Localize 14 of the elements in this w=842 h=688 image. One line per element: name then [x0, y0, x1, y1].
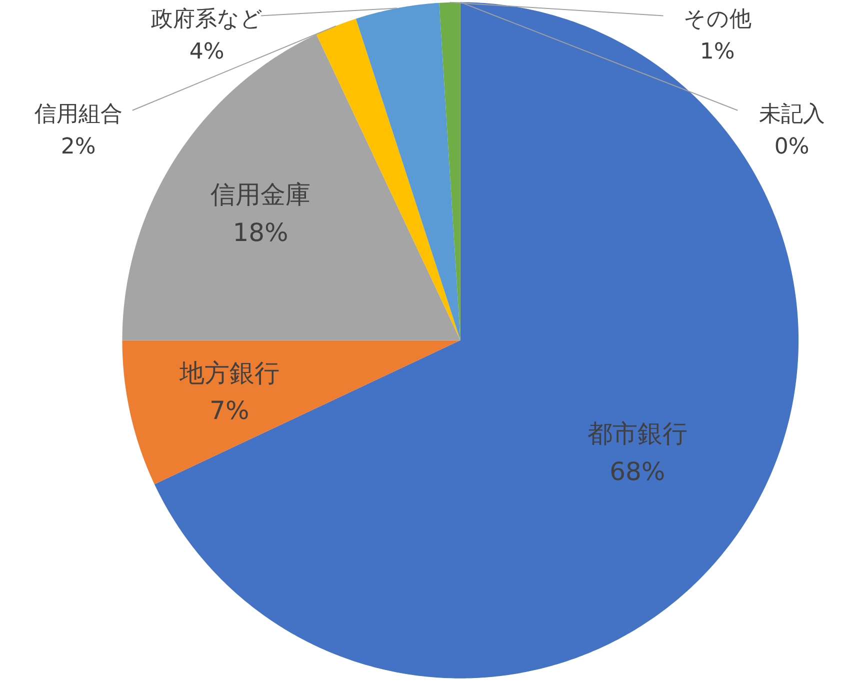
slice-label: 政府系など — [150, 7, 263, 32]
text: 0% — [774, 134, 810, 160]
slice-label: 都市銀行 — [587, 419, 688, 448]
data-label: 68% — [610, 456, 666, 486]
slice-label: その他 — [683, 7, 752, 32]
data-label: 1% — [700, 40, 735, 65]
slice-label: 地方銀行 — [178, 358, 280, 388]
data-label: 7% — [210, 396, 250, 426]
slice-label: 信用組合 — [34, 102, 122, 127]
category-label: 未記入 — [758, 102, 825, 127]
slice-label: 信用金庫 — [210, 180, 311, 210]
data-label: 4% — [189, 40, 224, 65]
data-label: 18% — [232, 218, 288, 247]
data-label: 2% — [60, 134, 96, 160]
